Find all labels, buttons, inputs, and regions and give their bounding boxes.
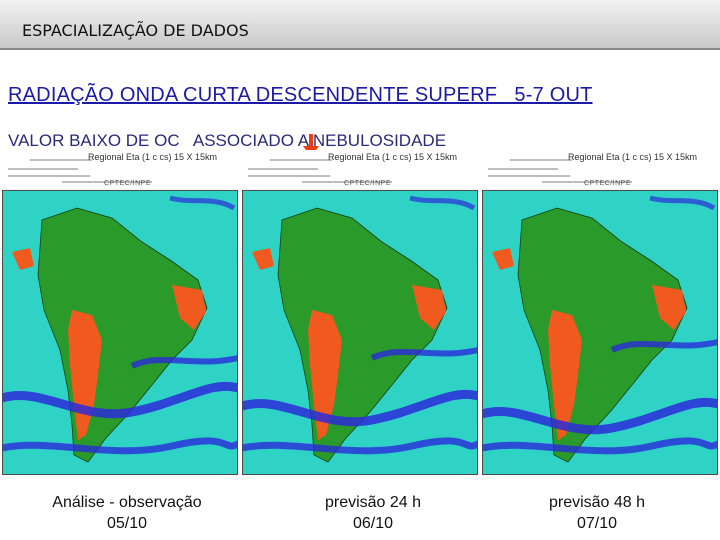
cloud-band <box>409 195 476 211</box>
header-bar: ESPACIALIZAÇÃO DE DADOS <box>0 0 720 50</box>
map-panel-analysis: Regional Eta (1 c cs) 15 X 15km CPTEC/IN… <box>2 150 238 475</box>
header-title: ESPACIALIZAÇÃO DE DADOS <box>22 21 249 40</box>
subtitle: VALOR BAIXO DE OC ASSOCIADO A NEBULOSIDA… <box>8 131 447 150</box>
high-radiation-area <box>492 248 514 270</box>
cloud-band <box>482 437 718 455</box>
high-radiation-area <box>652 285 686 330</box>
high-radiation-area <box>548 310 582 440</box>
caption-date: 05/10 <box>106 515 148 532</box>
map-border <box>242 190 478 475</box>
main-title: RADIAÇÃO ONDA CURTA DESCENDENTE SUPERF 5… <box>8 84 593 106</box>
caption-label: Análise - observação <box>52 494 202 511</box>
map-title: Regional Eta (1 c cs) 15 X 15km <box>328 152 458 162</box>
cptec-logo: CPTEC/INPE <box>344 180 392 187</box>
caption-analysis: Análise - observação 05/10 <box>12 492 242 534</box>
map-panel-forecast-24h: Regional Eta (1 c cs) 15 X 15km CPTEC/IN… <box>242 150 478 475</box>
caption-forecast-24h: previsão 24 h 06/10 <box>258 492 488 534</box>
cptec-logo: CPTEC/INPE <box>584 180 632 187</box>
map-title: Regional Eta (1 c cs) 15 X 15km <box>88 152 218 162</box>
cloud-band <box>610 339 718 353</box>
cloud-band <box>2 437 238 455</box>
cloud-band <box>2 381 238 419</box>
map-panel-forecast-48h: Regional Eta (1 c cs) 15 X 15km CPTEC/IN… <box>482 150 718 475</box>
caption-date: 07/10 <box>576 515 618 532</box>
cloud-band <box>370 347 478 361</box>
caption-forecast-48h: previsão 48 h 07/10 <box>482 492 712 534</box>
cloud-band <box>169 195 236 211</box>
cloud-band <box>130 355 238 369</box>
caption-label: previsão 24 h <box>324 494 422 511</box>
radiation-map <box>482 190 718 475</box>
cptec-logo: CPTEC/INPE <box>104 180 152 187</box>
map-border <box>2 190 238 475</box>
map-panel-header: Regional Eta (1 c cs) 15 X 15km CPTEC/IN… <box>2 150 238 190</box>
map-title: Regional Eta (1 c cs) 15 X 15km <box>568 152 698 162</box>
caption-label: previsão 48 h <box>548 494 646 511</box>
map-panel-header: Regional Eta (1 c cs) 15 X 15km CPTEC/IN… <box>482 150 718 190</box>
high-radiation-area <box>172 285 206 330</box>
high-radiation-area <box>12 248 34 270</box>
cloud-band <box>482 397 718 435</box>
map-panel-header: Regional Eta (1 c cs) 15 X 15km CPTEC/IN… <box>242 150 478 190</box>
map-border <box>482 190 718 475</box>
high-radiation-area <box>412 285 446 330</box>
high-radiation-area <box>308 310 342 440</box>
cloud-band <box>242 437 478 455</box>
caption-date: 06/10 <box>352 515 394 532</box>
cloud-band <box>649 195 716 211</box>
radiation-map <box>2 190 238 475</box>
high-radiation-area <box>252 248 274 270</box>
cloud-band <box>242 389 478 427</box>
radiation-map <box>242 190 478 475</box>
